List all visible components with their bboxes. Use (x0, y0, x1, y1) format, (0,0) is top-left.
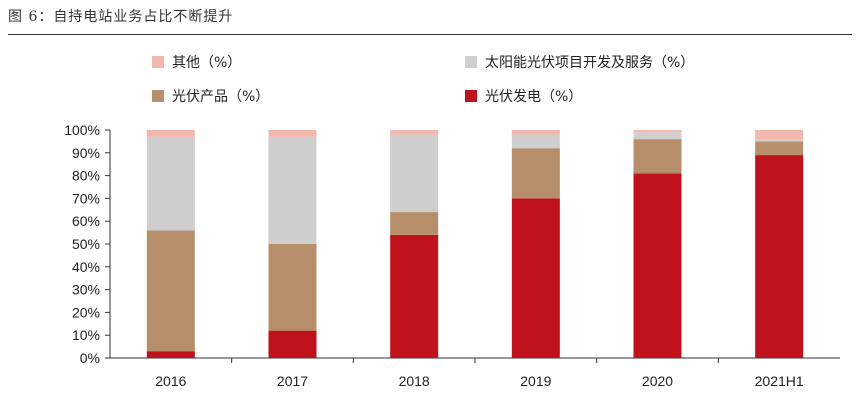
bar-2019-光伏发电 (511, 198, 560, 358)
legend-item-other: 其他（%） (152, 52, 241, 72)
bar-2020-光伏产品 (633, 139, 682, 174)
y-tick-label-4: 40% (72, 259, 100, 275)
x-tick-label-2016: 2016 (155, 373, 186, 389)
legend-item-pv-generation: 光伏发电（%） (465, 86, 582, 106)
bar-2019-其他 (511, 130, 560, 135)
y-tick-label-2: 20% (72, 304, 100, 320)
bar-2020-太阳能光伏项目开发及服务 (633, 132, 682, 140)
bar-2017-其他 (268, 130, 317, 137)
x-tick-label-2021H1: 2021H1 (755, 373, 804, 389)
x-tick-label-2017: 2017 (277, 373, 308, 389)
bar-2021H1-光伏发电 (755, 155, 804, 358)
y-tick-label-1: 10% (72, 327, 100, 343)
legend-swatch-pv-generation (465, 90, 477, 102)
legend-label-pv-generation: 光伏发电（%） (485, 89, 583, 105)
bar-2017-光伏产品 (268, 244, 317, 331)
y-tick-label-8: 80% (72, 168, 100, 184)
y-tick-label-7: 70% (72, 190, 100, 206)
bar-2016-光伏产品 (146, 230, 195, 352)
legend-item-project-dev: 太阳能光伏项目开发及服务（%） (465, 52, 694, 72)
bar-2016-其他 (146, 130, 195, 137)
bar-2018-光伏产品 (390, 212, 439, 235)
chart-legend: 其他（%） 太阳能光伏项目开发及服务（%） 光伏产品（%） 光伏发电（%） (0, 0, 860, 120)
y-tick-label-9: 90% (72, 145, 100, 161)
legend-label-pv-products: 光伏产品（%） (172, 89, 270, 105)
x-tick-label-2020: 2020 (642, 373, 673, 389)
bar-2018-光伏发电 (390, 234, 439, 358)
bar-2017-光伏发电 (268, 330, 317, 358)
y-tick-label-10: 100% (64, 122, 100, 138)
bar-2017-太阳能光伏项目开发及服务 (268, 136, 317, 244)
legend-label-project-dev: 太阳能光伏项目开发及服务（%） (485, 55, 695, 71)
y-tick-label-5: 50% (72, 236, 100, 252)
bar-2018-其他 (390, 130, 439, 135)
legend-label-other: 其他（%） (172, 55, 242, 71)
legend-swatch-project-dev (465, 56, 477, 68)
legend-item-pv-products: 光伏产品（%） (152, 86, 269, 106)
y-tick-label-0: 0% (80, 350, 100, 366)
bar-2016-太阳能光伏项目开发及服务 (146, 136, 195, 231)
x-tick-label-2018: 2018 (399, 373, 430, 389)
bar-2018-太阳能光伏项目开发及服务 (390, 134, 439, 213)
legend-swatch-other (152, 56, 164, 68)
title-divider (8, 34, 852, 35)
y-tick-label-3: 30% (72, 282, 100, 298)
bar-2016-光伏发电 (146, 351, 195, 358)
bar-2021H1-太阳能光伏项目开发及服务 (755, 139, 804, 142)
x-tick-label-2019: 2019 (520, 373, 551, 389)
figure-title: 图 6：自持电站业务占比不断提升 (8, 9, 234, 25)
legend-swatch-pv-products (152, 90, 164, 102)
bar-2021H1-光伏产品 (755, 141, 804, 156)
bar-2020-其他 (633, 130, 682, 133)
bar-2019-光伏产品 (511, 148, 560, 199)
bar-2021H1-其他 (755, 130, 804, 140)
y-tick-label-6: 60% (72, 213, 100, 229)
bar-2020-光伏发电 (633, 173, 682, 358)
bar-2019-太阳能光伏项目开发及服务 (511, 134, 560, 149)
